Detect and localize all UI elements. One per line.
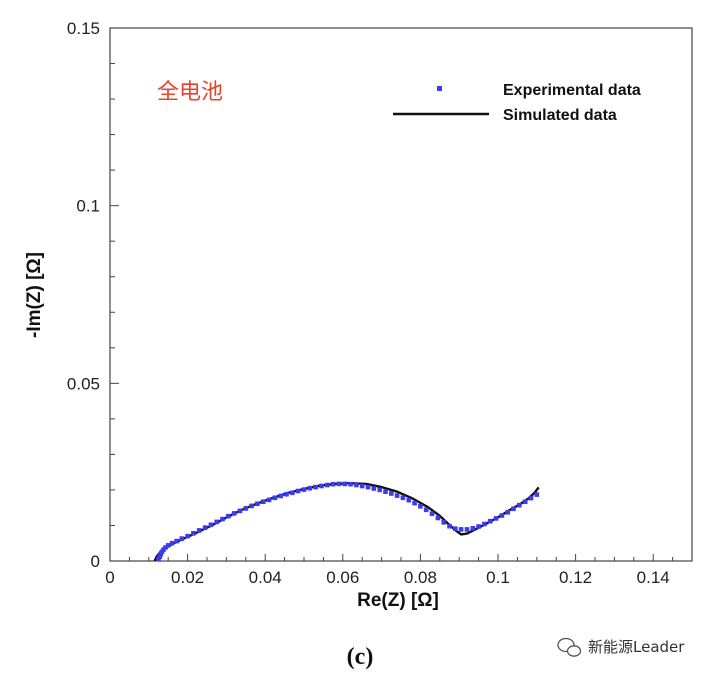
experimental-data-point	[377, 487, 382, 493]
experimental-data-point	[487, 518, 493, 524]
experimental-data-point	[505, 510, 510, 515]
experimental-data-point	[231, 511, 237, 516]
experimental-data-point	[476, 524, 481, 529]
experimental-data-point	[342, 481, 347, 487]
y-tick-label: 0.1	[76, 197, 100, 216]
experimental-data-point	[330, 481, 336, 487]
experimental-data-point	[156, 556, 161, 562]
experimental-data-point	[458, 527, 464, 532]
x-tick-label: 0.1	[486, 568, 510, 587]
experimental-data-point	[301, 487, 307, 492]
experimental-data-point	[517, 502, 522, 508]
experimental-data-point	[255, 501, 260, 507]
experimental-data-point	[406, 497, 412, 503]
legend-label-experimental: Experimental data	[503, 82, 641, 99]
experimental-data-point	[400, 495, 406, 501]
experimental-data-point	[359, 483, 365, 489]
experimental-data-point	[295, 488, 301, 494]
y-tick-label: 0	[91, 552, 100, 571]
figure-caption: (c)	[347, 644, 374, 670]
x-axis-title: Re(Z) [Ω]	[357, 590, 439, 611]
experimental-data-point	[371, 486, 377, 491]
legend: Experimental data Simulated data	[393, 82, 641, 124]
experimental-data-point	[163, 545, 168, 550]
x-tick-label: 0.02	[171, 568, 204, 587]
experimental-data-point	[336, 481, 342, 487]
legend-label-simulated: Simulated data	[503, 107, 617, 124]
x-tick-label: 0.06	[326, 568, 359, 587]
experimental-data-point	[470, 526, 476, 531]
experimental-data-point	[435, 515, 441, 521]
experimental-data-point	[220, 516, 225, 522]
experimental-data-point	[482, 521, 487, 527]
x-tick-label: 0.14	[637, 568, 670, 587]
x-tick-label: 0	[105, 568, 114, 587]
experimental-data-point	[423, 507, 429, 513]
experimental-data-point	[394, 493, 400, 498]
experimental-data-point	[174, 538, 179, 544]
watermark: 新能源Leader	[557, 637, 685, 657]
experimental-data-point	[453, 526, 458, 531]
x-tick-label: 0.12	[559, 568, 592, 587]
experimental-data-point	[185, 533, 190, 539]
experimental-data-series	[156, 481, 540, 562]
x-tick-label: 0.08	[404, 568, 437, 587]
experimental-data-point	[383, 489, 388, 494]
experimental-data-point	[528, 495, 534, 501]
experimental-data-point	[522, 499, 528, 504]
simulated-data-line	[153, 482, 540, 562]
wechat-icon	[557, 637, 582, 657]
experimental-data-point	[158, 551, 164, 557]
experimental-data-point	[208, 522, 214, 528]
experimental-data-point	[157, 554, 162, 559]
experimental-data-point	[464, 527, 470, 532]
axis-ticks	[109, 27, 693, 562]
experimental-data-point	[261, 499, 266, 504]
experimental-data-point	[272, 495, 278, 501]
experimental-data-point	[202, 525, 208, 530]
experimental-data-point	[266, 497, 272, 503]
experimental-data-point	[169, 540, 175, 546]
experimental-data-point	[191, 531, 196, 536]
experimental-data-point	[313, 484, 318, 490]
watermark-text: 新能源Leader	[588, 638, 685, 656]
experimental-data-point	[534, 492, 540, 497]
experimental-data-point	[418, 504, 423, 509]
experimental-data-point	[307, 485, 313, 491]
experimental-data-point	[499, 513, 505, 518]
x-tick-labels: 0 0.02 0.04 0.06 0.08 0.1 0.12 0.14	[105, 568, 669, 587]
experimental-data-point	[511, 506, 516, 512]
experimental-data-point	[389, 491, 394, 496]
experimental-data-point	[278, 493, 283, 499]
experimental-data-point	[365, 484, 371, 490]
experimental-data-point	[243, 506, 249, 511]
experimental-data-point	[290, 490, 295, 496]
y-tick-labels: 0 0.05 0.1 0.15	[67, 19, 100, 571]
x-tick-label: 0.04	[249, 568, 282, 587]
experimental-data-point	[348, 481, 353, 487]
experimental-data-point	[284, 491, 289, 497]
experimental-data-point	[319, 483, 324, 489]
experimental-data-point	[249, 503, 254, 509]
experimental-data-point	[196, 528, 202, 533]
y-tick-label: 0.05	[67, 374, 100, 393]
experimental-data-point	[447, 523, 452, 529]
experimental-data-point	[179, 536, 185, 541]
experimental-data-point	[214, 519, 219, 525]
experimental-data-point	[493, 516, 499, 521]
experimental-data-point	[237, 508, 243, 514]
experimental-data-point	[226, 513, 231, 519]
annotation-full-battery: 全电池	[157, 80, 223, 105]
experimental-data-point	[165, 543, 171, 548]
y-axis-title: -Im(Z) [Ω]	[24, 252, 45, 338]
experimental-data-point	[441, 520, 446, 525]
simulated-data-series	[153, 482, 540, 562]
experimental-data-point	[412, 500, 417, 506]
experimental-data-point	[325, 482, 330, 488]
legend-marker-experimental	[437, 86, 442, 91]
experimental-data-point	[429, 511, 435, 516]
experimental-data-point	[354, 482, 359, 488]
y-tick-label: 0.15	[67, 19, 100, 38]
